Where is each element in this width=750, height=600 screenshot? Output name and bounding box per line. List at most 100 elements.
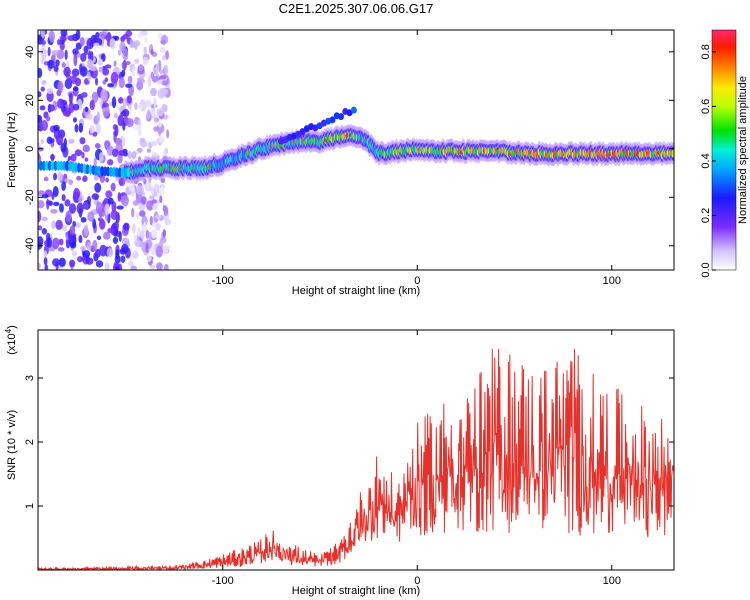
top-x-tick-label: 0 xyxy=(414,275,420,287)
noise-cell xyxy=(70,241,77,249)
noise-cell xyxy=(69,225,76,236)
colorbar-tick-label: 0.0 xyxy=(700,262,712,277)
noise-cell xyxy=(43,257,48,266)
bottom-x-axis-title: Height of straight line (km) xyxy=(292,585,420,597)
ridge-core xyxy=(91,165,96,176)
snr-line-plot xyxy=(38,348,674,570)
noise-cell xyxy=(165,50,169,60)
noise-cell xyxy=(69,259,76,268)
noise-cell xyxy=(94,77,99,86)
noise-cell xyxy=(57,171,63,182)
noise-cell xyxy=(43,61,48,66)
ridge-core xyxy=(47,160,52,171)
noise-cell xyxy=(118,77,125,89)
y-multiplier-exponent: 4 xyxy=(4,328,13,333)
noise-cell xyxy=(162,244,169,255)
noise-cell xyxy=(84,157,89,162)
colorbar-tick-label: 0.8 xyxy=(700,44,712,59)
noise-cell xyxy=(38,142,41,148)
noise-cell xyxy=(111,148,119,158)
noise-cell xyxy=(159,69,165,75)
noise-cell xyxy=(49,30,55,43)
noise-cell xyxy=(51,220,56,230)
noise-cell xyxy=(41,216,48,222)
noise-cell xyxy=(41,194,49,199)
noise-cell xyxy=(92,239,98,252)
y-multiplier-prefix: (x10 xyxy=(6,333,18,354)
noise-cell xyxy=(55,133,64,146)
noise-cell xyxy=(80,52,87,62)
noise-cell xyxy=(152,204,158,210)
noise-cell xyxy=(120,111,127,117)
noise-cell xyxy=(57,82,63,91)
noise-cell xyxy=(96,111,100,123)
noise-cell xyxy=(135,192,143,204)
ridge-core xyxy=(126,167,131,178)
noise-cell xyxy=(100,89,108,101)
noise-cell xyxy=(153,97,157,109)
noise-cell xyxy=(104,77,109,83)
noise-cell xyxy=(133,58,140,64)
noise-cell xyxy=(155,245,163,258)
noise-cell xyxy=(113,60,117,67)
ridge-core xyxy=(59,160,64,171)
ridge-core xyxy=(53,160,58,171)
noise-cell xyxy=(64,178,70,183)
noise-cell xyxy=(112,236,119,244)
noise-cell xyxy=(69,203,77,214)
noise-cell xyxy=(38,35,43,45)
noise-cell xyxy=(138,63,144,72)
noise-cell xyxy=(161,80,169,86)
noise-cell xyxy=(109,38,116,50)
noise-cell xyxy=(161,55,167,61)
noise-cell xyxy=(61,224,68,232)
noise-cell xyxy=(107,159,114,166)
noise-cell xyxy=(150,228,158,239)
noise-cell xyxy=(70,153,77,162)
y-multiplier-label: (x104) xyxy=(4,325,18,355)
bottom-y-tick-label: 2 xyxy=(24,439,36,445)
noise-cell xyxy=(60,35,67,43)
noise-cell xyxy=(58,238,64,246)
noise-cell xyxy=(76,202,84,215)
noise-cell xyxy=(61,62,66,68)
noise-cell xyxy=(55,59,60,67)
noise-cell xyxy=(102,105,110,118)
noise-cell xyxy=(60,30,68,37)
noise-cell xyxy=(131,151,137,160)
noise-cell xyxy=(99,217,104,227)
noise-cell xyxy=(155,63,160,75)
noise-cell xyxy=(98,152,104,163)
noise-cell xyxy=(105,177,109,183)
noise-cell xyxy=(91,91,99,103)
ridge-core xyxy=(117,167,122,178)
noise-cell xyxy=(121,60,127,70)
noise-cell xyxy=(128,182,135,192)
noise-cell xyxy=(95,201,103,213)
noise-cell xyxy=(135,212,140,219)
top-y-tick-label: 0 xyxy=(24,146,36,152)
noise-cell xyxy=(127,75,133,85)
noise-cell xyxy=(80,245,86,251)
noise-cell xyxy=(117,114,124,127)
noise-cell xyxy=(52,237,60,250)
noise-cell xyxy=(140,229,145,239)
noise-cell xyxy=(94,182,102,193)
noise-cell xyxy=(71,250,78,257)
noise-cell xyxy=(93,175,99,181)
noise-cell xyxy=(126,95,132,104)
top-plot-frame xyxy=(37,29,675,271)
noise-cell xyxy=(79,36,85,47)
noise-cell xyxy=(40,86,45,92)
noise-cell xyxy=(98,66,103,73)
noise-cell xyxy=(146,255,152,263)
noise-cell xyxy=(156,107,165,117)
noise-cell xyxy=(93,42,100,47)
noise-cell xyxy=(115,266,120,270)
noise-cell xyxy=(77,255,84,263)
noise-cell xyxy=(95,260,104,268)
noise-cell xyxy=(68,138,75,144)
noise-cell xyxy=(57,38,61,46)
noise-cell xyxy=(53,124,60,132)
